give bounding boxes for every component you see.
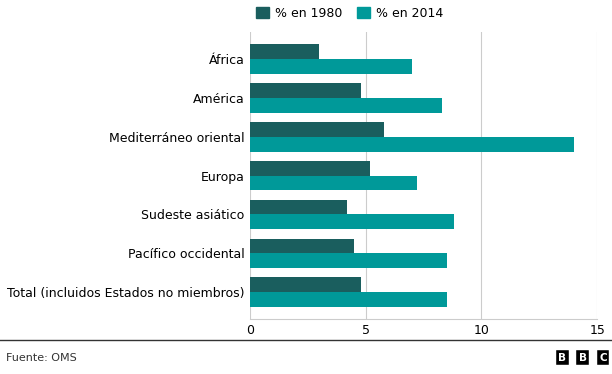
- Bar: [250, 83, 361, 98]
- Bar: [250, 214, 453, 229]
- Bar: [250, 59, 412, 74]
- Bar: [250, 253, 447, 268]
- Bar: [250, 45, 319, 59]
- Bar: [250, 161, 370, 176]
- Bar: [250, 292, 447, 307]
- Bar: [250, 122, 384, 137]
- Text: B: B: [558, 353, 567, 363]
- Bar: [250, 176, 417, 190]
- Bar: [250, 278, 361, 292]
- Bar: [250, 239, 354, 253]
- Bar: [250, 200, 347, 214]
- Text: Fuente: OMS: Fuente: OMS: [6, 353, 77, 363]
- Text: C: C: [599, 353, 606, 363]
- Bar: [250, 98, 442, 113]
- Legend: % en 1980, % en 2014: % en 1980, % en 2014: [256, 7, 443, 20]
- Text: B: B: [578, 353, 587, 363]
- Bar: [250, 137, 574, 151]
